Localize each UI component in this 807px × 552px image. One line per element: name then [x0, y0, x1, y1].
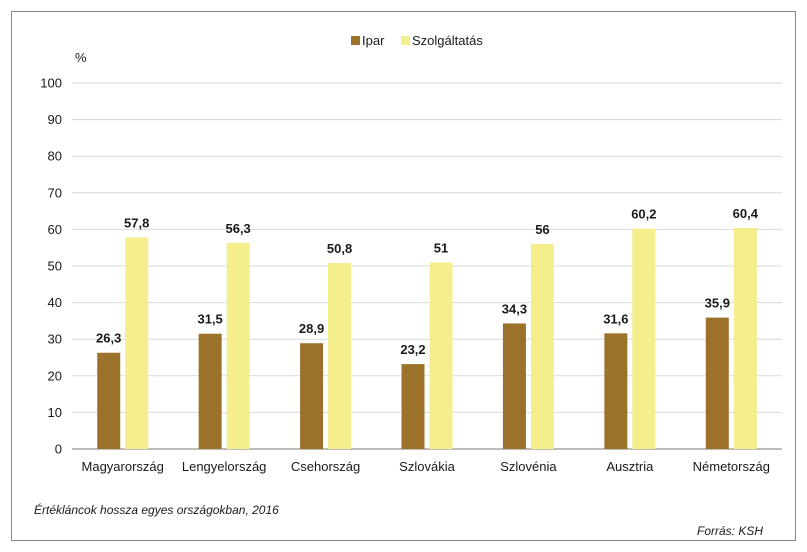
- data-label: 50,8: [327, 241, 352, 256]
- bar-ipar: [604, 333, 628, 449]
- legend-swatch: [401, 36, 410, 45]
- data-label: 56,3: [225, 221, 250, 236]
- data-label: 23,2: [400, 342, 425, 357]
- bar-ipar: [401, 364, 425, 449]
- bar-szolgaltatas: [226, 242, 250, 449]
- source-note: Forrás: KSH: [696, 524, 763, 538]
- data-label: 31,5: [197, 312, 222, 327]
- data-label: 28,9: [299, 321, 324, 336]
- x-tick-label: Magyarország: [82, 459, 164, 474]
- bar-ipar: [97, 352, 121, 449]
- y-tick-label: 40: [48, 295, 62, 310]
- chart-caption: Értékláncok hossza egyes országokban, 20…: [34, 503, 279, 517]
- bar-ipar: [502, 323, 526, 449]
- data-label: 57,8: [124, 215, 149, 230]
- data-label: 35,9: [705, 296, 730, 311]
- y-tick-label: 20: [48, 368, 62, 383]
- data-label: 51: [434, 240, 448, 255]
- bar-ipar: [198, 333, 222, 449]
- y-tick-label: 100: [40, 76, 62, 91]
- y-tick-label: 0: [55, 442, 62, 457]
- data-label: 31,6: [603, 311, 628, 326]
- data-label: 26,3: [96, 331, 121, 346]
- x-tick-label: Lengyelország: [182, 459, 267, 474]
- x-tick-label: Ausztria: [606, 459, 654, 474]
- data-label: 56: [535, 222, 549, 237]
- data-label: 34,3: [502, 301, 527, 316]
- bar-ipar: [300, 343, 324, 449]
- y-axis-unit-label: %: [75, 50, 87, 65]
- x-tick-label: Szlovénia: [500, 459, 557, 474]
- y-tick-label: 30: [48, 332, 62, 347]
- y-tick-label: 70: [48, 185, 62, 200]
- bar-szolgaltatas: [632, 228, 656, 449]
- bar-szolgaltatas: [733, 227, 757, 449]
- legend-swatch: [351, 36, 360, 45]
- data-label: 60,2: [631, 207, 656, 222]
- data-label: 60,4: [733, 206, 759, 221]
- y-tick-label: 80: [48, 149, 62, 164]
- x-tick-label: Szlovákia: [399, 459, 455, 474]
- bar-szolgaltatas: [125, 237, 149, 449]
- y-tick-label: 60: [48, 222, 62, 237]
- bar-szolgaltatas: [328, 263, 352, 449]
- bar-ipar: [705, 317, 729, 449]
- y-tick-label: 90: [48, 112, 62, 127]
- x-tick-label: Németország: [693, 459, 770, 474]
- bar-szolgaltatas: [530, 244, 554, 449]
- legend-label: Szolgáltatás: [412, 33, 483, 48]
- y-tick-label: 50: [48, 259, 62, 274]
- y-tick-label: 10: [48, 405, 62, 420]
- legend-label: Ipar: [362, 33, 385, 48]
- x-tick-label: Csehország: [291, 459, 360, 474]
- bar-szolgaltatas: [429, 262, 453, 449]
